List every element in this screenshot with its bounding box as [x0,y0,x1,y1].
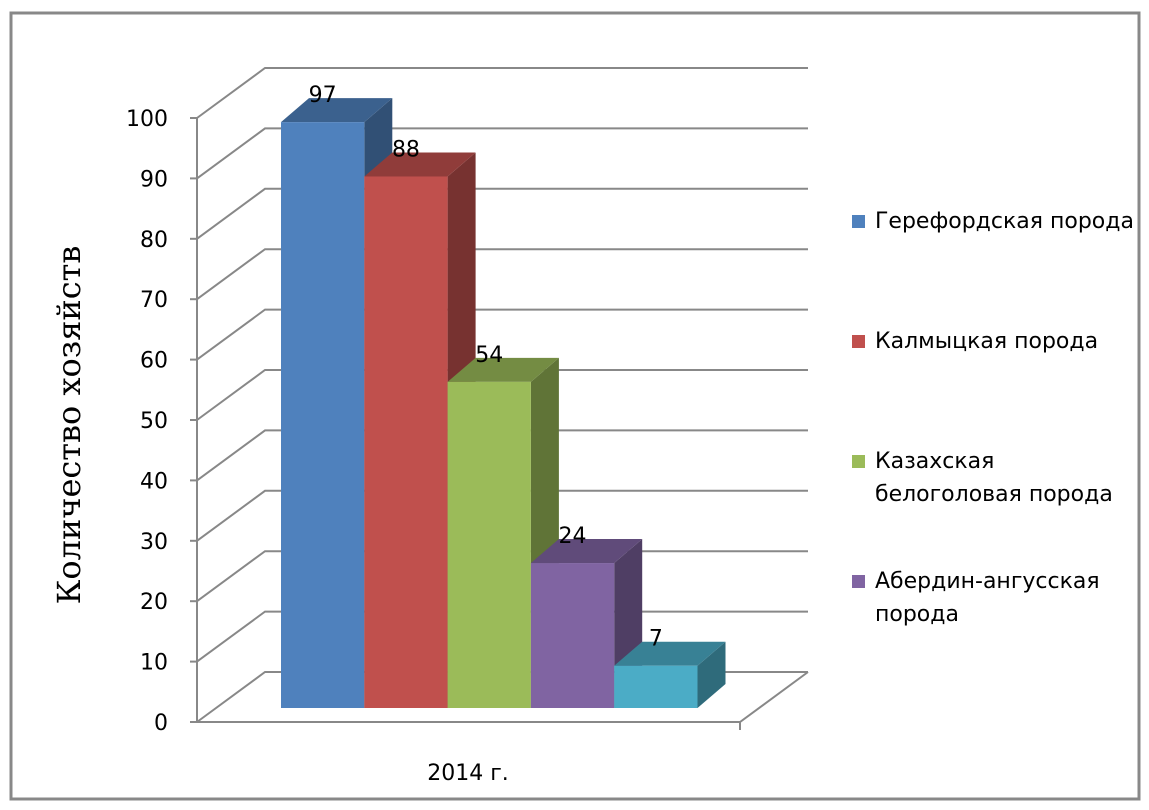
grid-line [196,187,808,240]
legend-label: Абердин-ангусская порода [875,569,1100,627]
bar-side [697,641,726,708]
y-tick-label: 40 [140,469,168,494]
y-axis-label: Количество хозяйств [50,246,88,605]
bar-top [281,98,393,123]
grid-line [196,127,808,180]
y-tick-label: 100 [126,107,168,132]
y-tick-label: 80 [140,228,168,253]
grid-line [196,67,808,119]
value-label: 88 [392,137,420,162]
bar [530,563,615,708]
grid-line [196,369,808,421]
y-tick-label: 10 [140,651,168,676]
value-label: 24 [559,524,587,549]
bar [364,176,448,709]
grid-line [196,429,808,482]
grid-line [196,308,808,361]
legend-entry: Абердин-ангусская порода [852,565,1142,631]
y-tick-label: 60 [140,349,168,374]
bar-top [447,357,559,382]
bar-top [614,641,726,666]
y-tick-label: 70 [140,288,168,313]
value-label: 7 [649,627,663,652]
legend-swatch [852,335,865,348]
legend-label: Казахская белоголовая порода [875,449,1113,507]
legend-entry: Герефордская порода [852,205,1142,238]
chart-border [9,11,1141,801]
bar-top [530,539,643,564]
y-tick-label: 20 [140,590,168,615]
y-tick-label: 30 [140,530,168,555]
y-tick-label: 90 [140,167,168,192]
bar [281,122,365,709]
legend-entry: Калмыцкая порода [852,325,1142,358]
y-tick-label: 0 [154,711,168,736]
legend-swatch [852,215,865,228]
y-tick-label: 50 [140,409,168,434]
legend-swatch [852,455,865,468]
value-label: 54 [475,343,503,368]
bar [614,665,698,708]
x-tick-label: 2014 г. [427,761,509,786]
legend-entry: Казахская белоголовая порода [852,445,1142,511]
bar [447,381,531,708]
value-label: 97 [309,83,337,108]
legend-label: Калмыцкая порода [875,329,1099,354]
grid-line [196,248,808,301]
bar-top [364,152,476,177]
legend-label: Герефордская порода [875,209,1134,234]
legend-swatch [852,575,865,588]
grid-line [196,489,808,542]
